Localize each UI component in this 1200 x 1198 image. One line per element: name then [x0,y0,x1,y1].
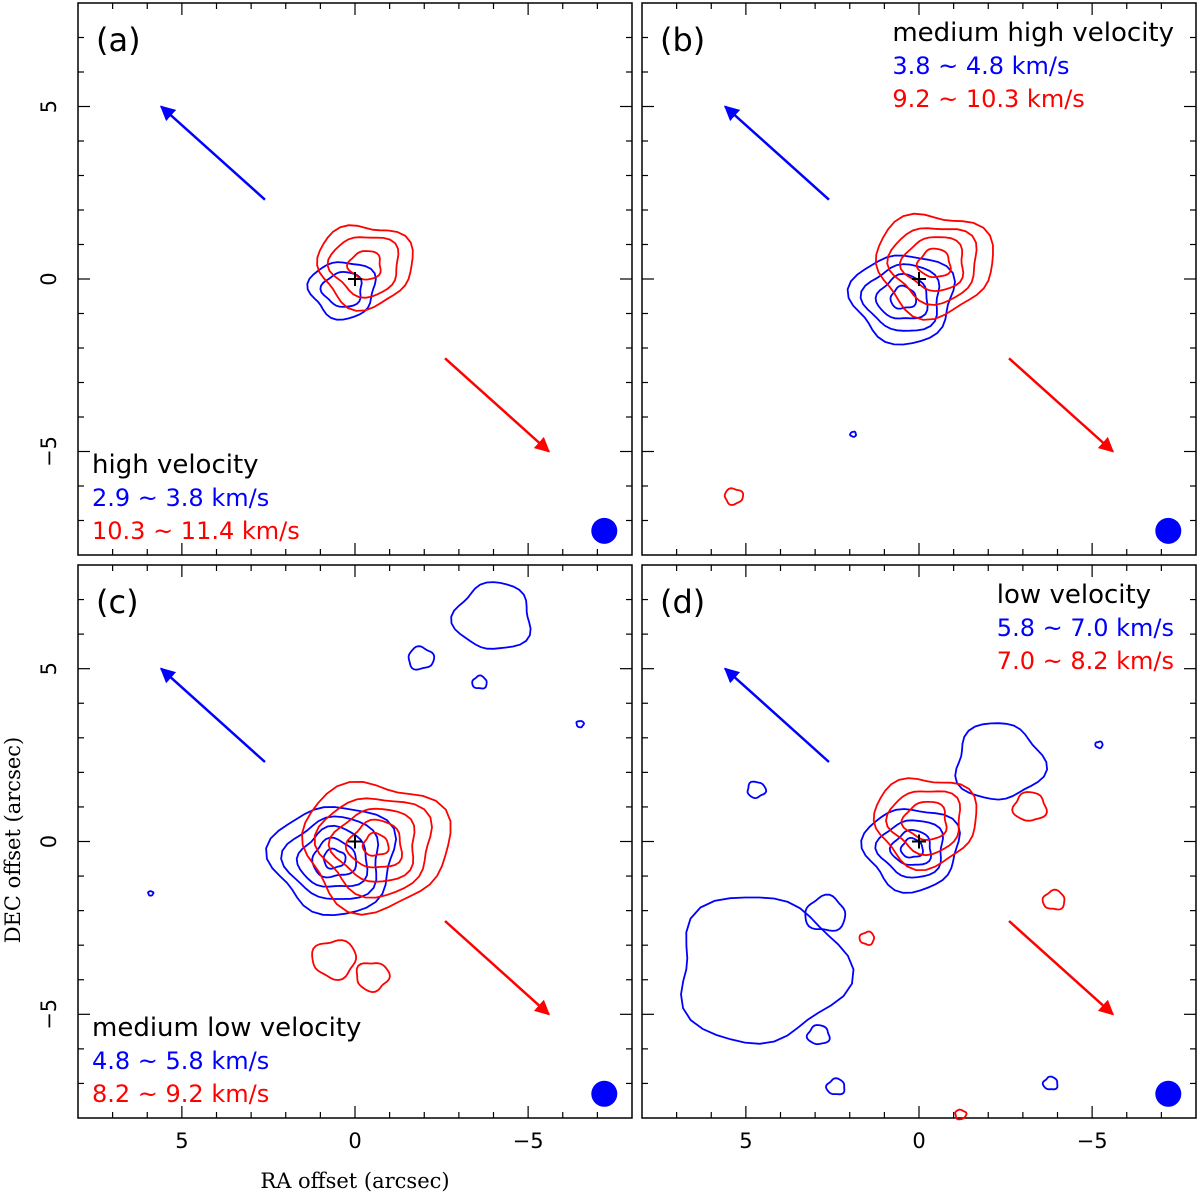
blue-contour [954,722,1049,801]
x-tick-label: 0 [912,1129,925,1153]
source-position-marker [912,834,926,849]
x-axis-title: RA offset (arcsec) [260,1169,449,1193]
red-contour [1041,888,1066,911]
red-contour [874,212,994,321]
beam-ellipse [1155,1080,1182,1107]
blue-velocity-range: 3.8 ~ 4.8 km/s [892,52,1069,80]
red-contour [326,236,400,299]
blue-contour [874,272,929,320]
red-contour [885,790,962,857]
blue-contour [825,1077,846,1096]
y-tick-label: −5 [37,999,61,1030]
beam-ellipse [591,517,618,544]
blue-contour [746,780,768,800]
blue-lobe-arrow [159,667,266,763]
blue-contour [1041,1075,1059,1091]
x-tick-label: 5 [739,1129,752,1153]
velocity-title: low velocity [997,580,1151,610]
blue-contour [575,720,585,729]
red-lobe-arrow [1008,920,1115,1016]
x-tick-label: 0 [348,1129,361,1153]
velocity-title: high velocity [92,450,259,480]
blue-lobe-arrow [723,667,830,763]
blue-contour [680,896,855,1045]
beam-ellipse [591,1080,618,1107]
blue-contour [295,824,369,888]
y-tick-label: −5 [37,436,61,467]
blue-contour [147,890,155,897]
blue-contour [849,430,858,438]
blue-lobe-arrow [723,105,830,201]
red-contour [311,939,358,982]
panel-label: (c) [96,583,139,621]
blue-contour [265,806,398,917]
red-lobe-arrow [444,357,551,453]
blue-contour [280,815,380,900]
red-contour [355,962,391,994]
panel-label: (d) [660,583,705,621]
red-contour [313,797,433,899]
blue-velocity-range: 2.9 ~ 3.8 km/s [92,484,269,512]
source-position-marker [348,272,362,286]
y-tick-label: 5 [37,100,61,113]
blue-contour [846,254,956,346]
y-tick-label: 5 [37,662,61,675]
blue-contour [450,581,532,650]
blue-contour [471,674,488,690]
red-contour [858,930,875,946]
blue-contour [874,819,944,879]
blue-lobe-arrow [159,105,266,201]
red-contour [954,1108,968,1121]
red-contour [1011,791,1048,822]
y-axis-title: DEC offset (arcsec) [1,737,25,943]
red-contour [346,250,382,281]
y-tick-label: 0 [37,835,61,848]
red-contour [327,807,416,883]
x-tick-label: −5 [513,1129,544,1153]
red-velocity-range: 10.3 ~ 11.4 km/s [92,517,300,545]
red-contour [915,247,952,278]
panel-label: (b) [660,21,705,59]
red-contour [872,777,978,872]
source-position-marker [912,272,926,286]
red-velocity-range: 9.2 ~ 10.3 km/s [892,85,1084,113]
panel-label: (a) [96,21,141,59]
red-contour [900,801,948,841]
blue-contour [859,263,941,332]
red-lobe-arrow [1008,357,1115,453]
red-contour [723,487,745,506]
blue-contour [804,893,847,932]
blue-velocity-range: 5.8 ~ 7.0 km/s [997,614,1174,642]
panel-c: 5 0 −5 5 0 −5 (c) medium low velocity 4.8 ~ 5.8 … [37,564,633,1153]
blue-velocity-range: 4.8 ~ 5.8 km/s [92,1047,269,1075]
panel-b: (b) medium high velocity 3.8 ~ 4.8 km/s 9.2… [641,2,1197,556]
red-velocity-range: 7.0 ~ 8.2 km/s [997,647,1174,675]
blue-contour [899,836,924,859]
blue-contour [889,284,917,310]
red-contour [301,780,452,916]
red-contour [344,818,404,869]
x-tick-label: −5 [1077,1129,1108,1153]
blue-contour [407,645,436,671]
panels-layer: 5 0 −5 (a) high velocity 2.9 ~ 3.8 km/s 10.3 ~… [37,2,1197,1153]
panel-d: 5 0 −5 (d) low velocity 5.8 ~ 7.0 km/s 7.0 ~ 8… [641,564,1197,1153]
source-position-marker [348,834,362,849]
panel-a: 5 0 −5 (a) high velocity 2.9 ~ 3.8 km/s 10.3 ~… [37,2,633,556]
x-tick-label: 5 [175,1129,188,1153]
red-contour [361,831,390,857]
velocity-title: medium low velocity [92,1013,361,1043]
blue-contour [1094,740,1104,750]
blue-contour [322,847,347,870]
red-contour [316,224,414,312]
blue-contour [805,1024,831,1046]
velocity-title: medium high velocity [892,18,1174,48]
red-velocity-range: 8.2 ~ 9.2 km/s [92,1080,269,1108]
red-contour [898,236,965,293]
y-tick-label: 0 [37,272,61,285]
red-contour [886,227,978,306]
beam-ellipse [1155,517,1182,544]
red-lobe-arrow [444,920,551,1016]
